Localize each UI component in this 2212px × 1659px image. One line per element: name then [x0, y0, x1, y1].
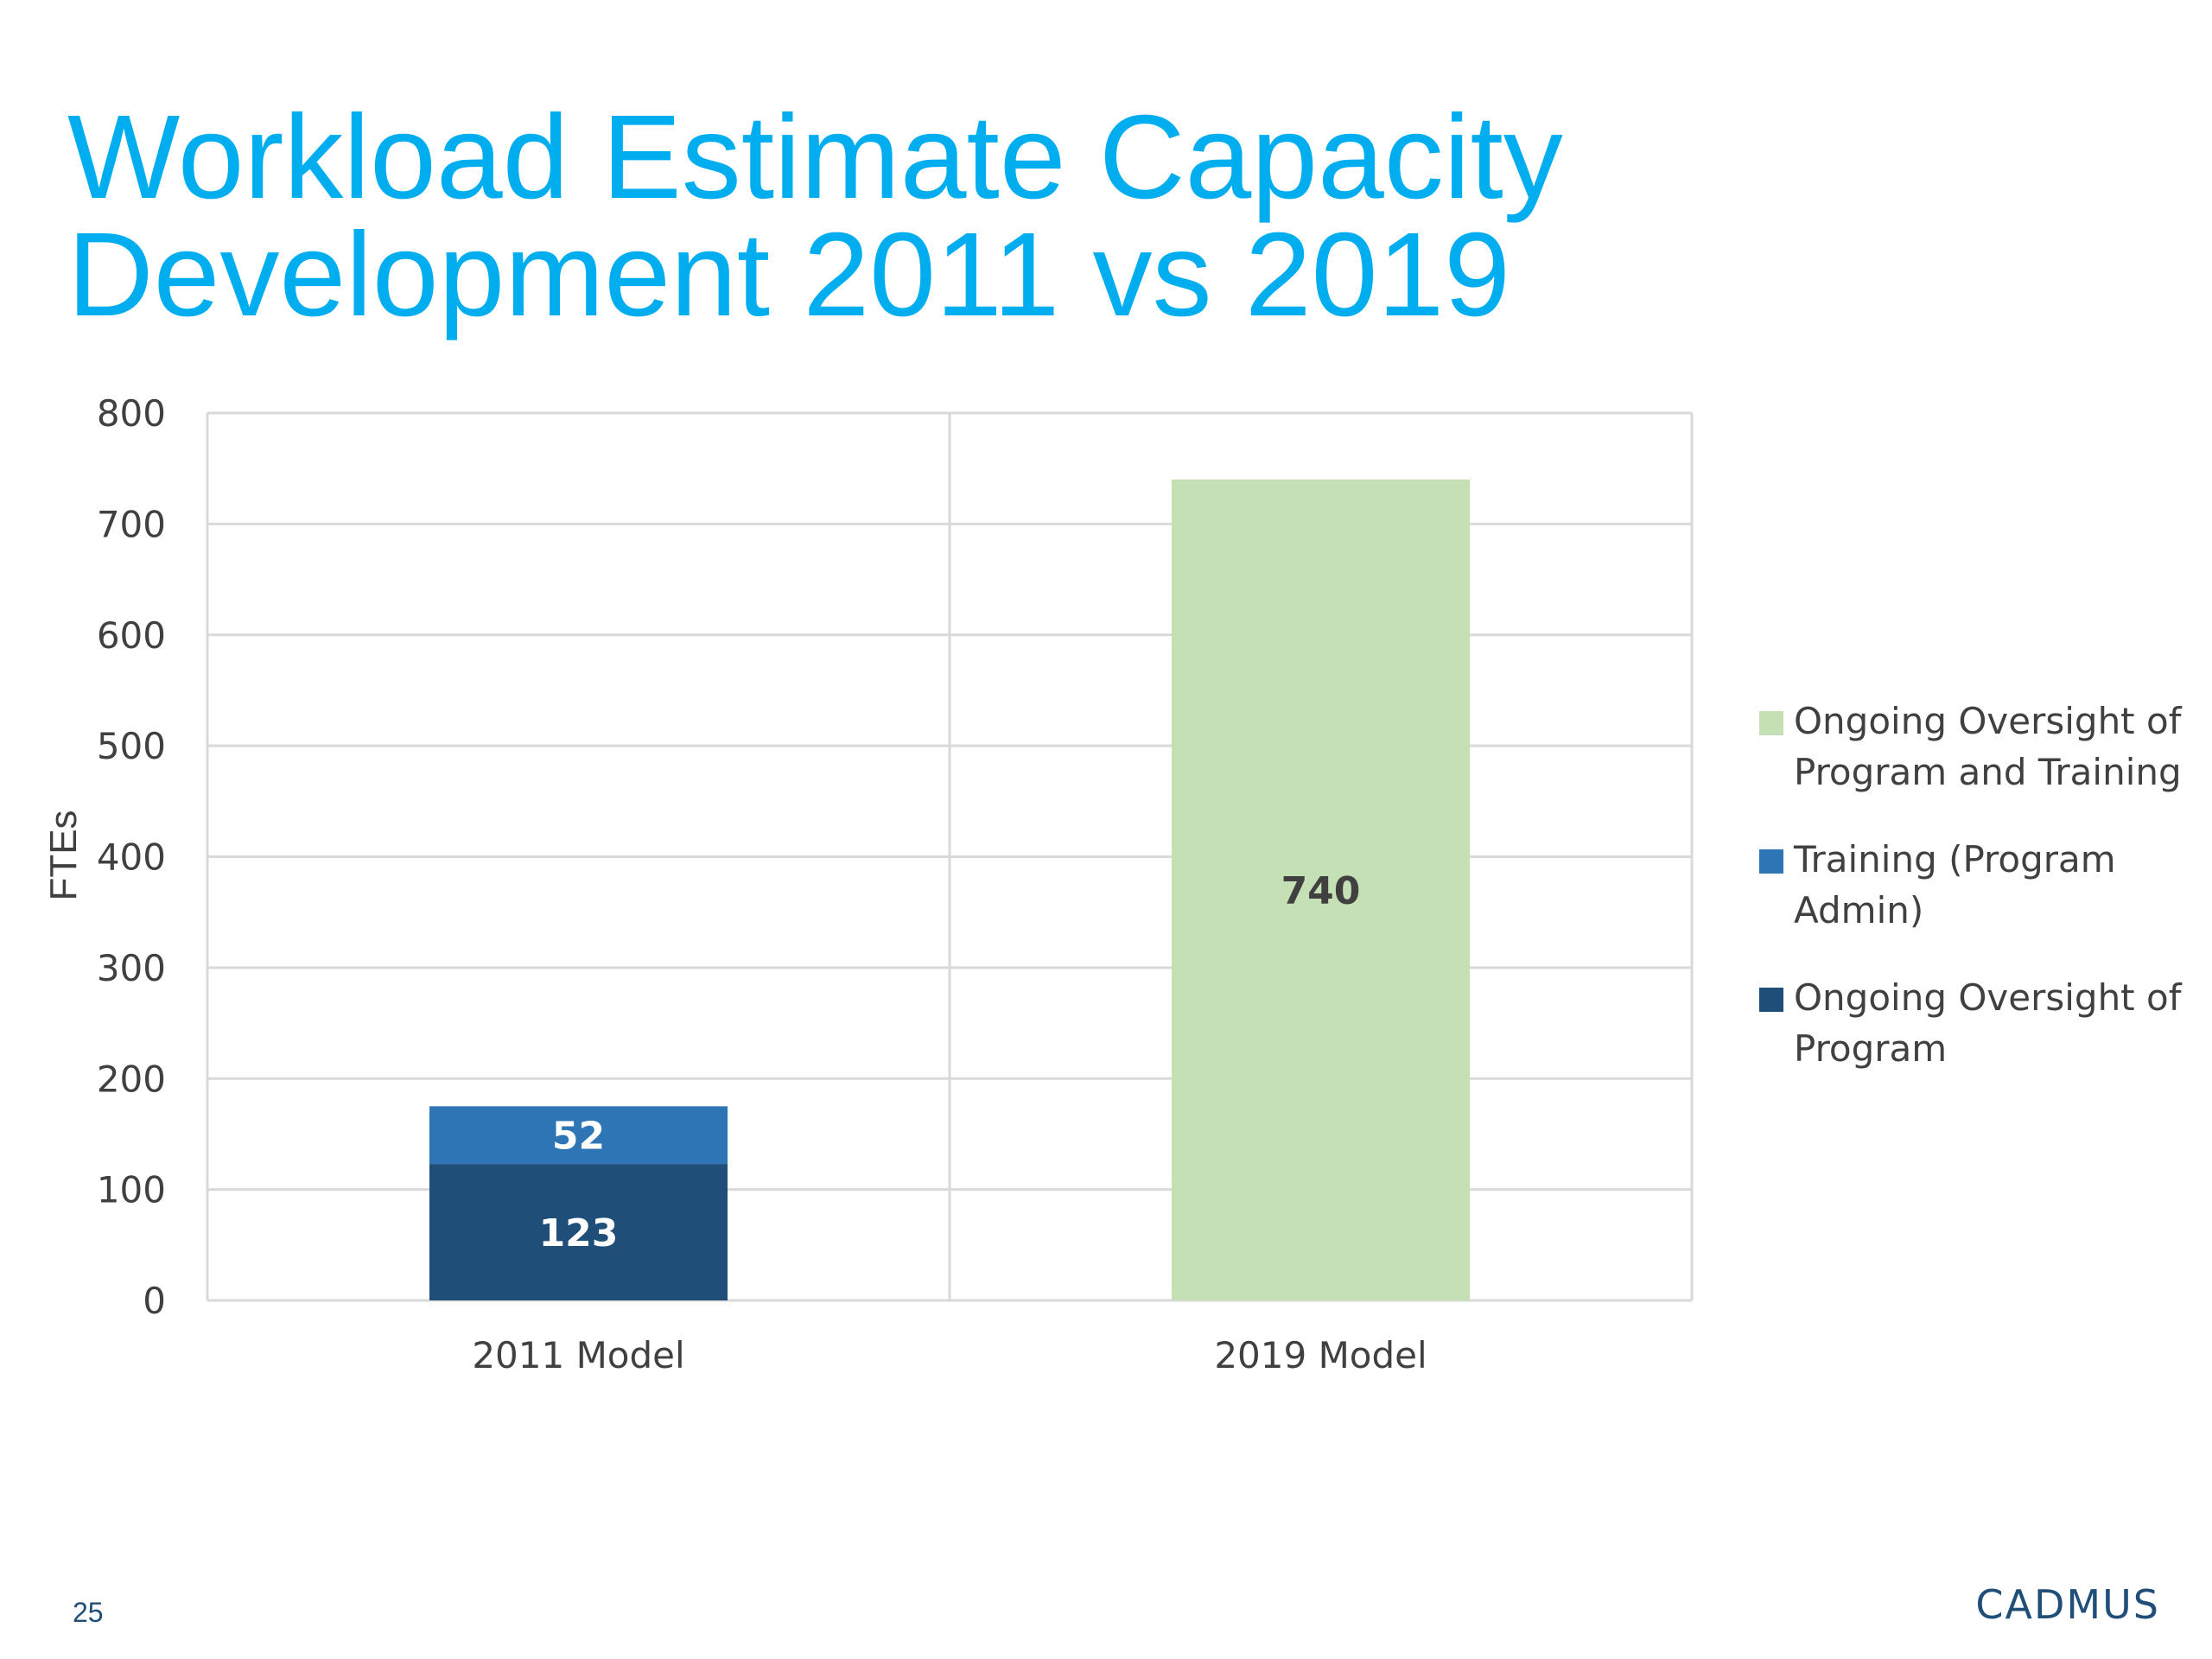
bar-1-series-2 — [1172, 480, 1470, 1300]
legend-item-1: Training (Program Admin) — [1759, 834, 2209, 936]
y-tick-label-100: 100 — [97, 1169, 166, 1211]
bar-0-series-0 — [429, 1164, 728, 1300]
y-tick-label-0: 0 — [143, 1280, 166, 1322]
y-tick-label-300: 300 — [97, 947, 166, 989]
y-tick-label-800: 800 — [97, 392, 166, 435]
legend-swatch-1 — [1759, 849, 1783, 874]
legend-label-0-line-0: Ongoing Oversight of — [1794, 700, 2182, 742]
legend-item-0: Ongoing Oversight of Program and Training — [1759, 696, 2209, 798]
chart-legend: Ongoing Oversight of Program and Training… — [1759, 696, 2209, 1110]
page-number: 25 — [73, 1597, 104, 1628]
cadmus-logo: CADMUS — [1975, 1581, 2160, 1628]
legend-swatch-2 — [1759, 988, 1783, 1012]
legend-swatch-0 — [1759, 711, 1783, 735]
legend-label-0-line-1: Program and Training — [1794, 751, 2182, 793]
legend-label-1-line-0: Training (Program — [1794, 838, 2116, 880]
y-tick-label-500: 500 — [97, 725, 166, 767]
x-axis-categories: 2011 Model 2019 Model — [472, 1334, 1427, 1376]
slide-title-line-2: Development 2011 vs 2019 — [67, 208, 1510, 342]
y-tick-label-400: 400 — [97, 836, 166, 879]
slide-title: Workload Estimate Capacity Development 2… — [67, 91, 1709, 342]
legend-label-2-line-1: Program — [1794, 1027, 1948, 1070]
legend-label-2-line-0: Ongoing Oversight of — [1794, 976, 2182, 1019]
chart-bars — [429, 480, 1470, 1300]
data-labels: 123 52 740 — [539, 869, 1361, 1255]
y-axis-ticks: 0 100 200 300 400 500 600 700 800 — [97, 392, 166, 1322]
data-label-0-series-0: 123 — [539, 1211, 619, 1255]
y-tick-label-700: 700 — [97, 503, 166, 545]
bar-0-series-1 — [429, 1106, 728, 1165]
slide-title-line-1: Workload Estimate Capacity — [67, 91, 1563, 225]
y-tick-label-600: 600 — [97, 614, 166, 657]
y-axis-title: FTEs — [42, 810, 85, 900]
data-label-1-series-2: 740 — [1281, 869, 1361, 913]
category-label-0: 2011 Model — [472, 1334, 684, 1376]
category-label-1: 2019 Model — [1214, 1334, 1427, 1376]
legend-item-2: Ongoing Oversight of Program — [1759, 972, 2209, 1074]
data-label-0-series-1: 52 — [552, 1115, 605, 1159]
y-tick-label-200: 200 — [97, 1058, 166, 1100]
legend-label-1-line-1: Admin) — [1794, 889, 1924, 931]
